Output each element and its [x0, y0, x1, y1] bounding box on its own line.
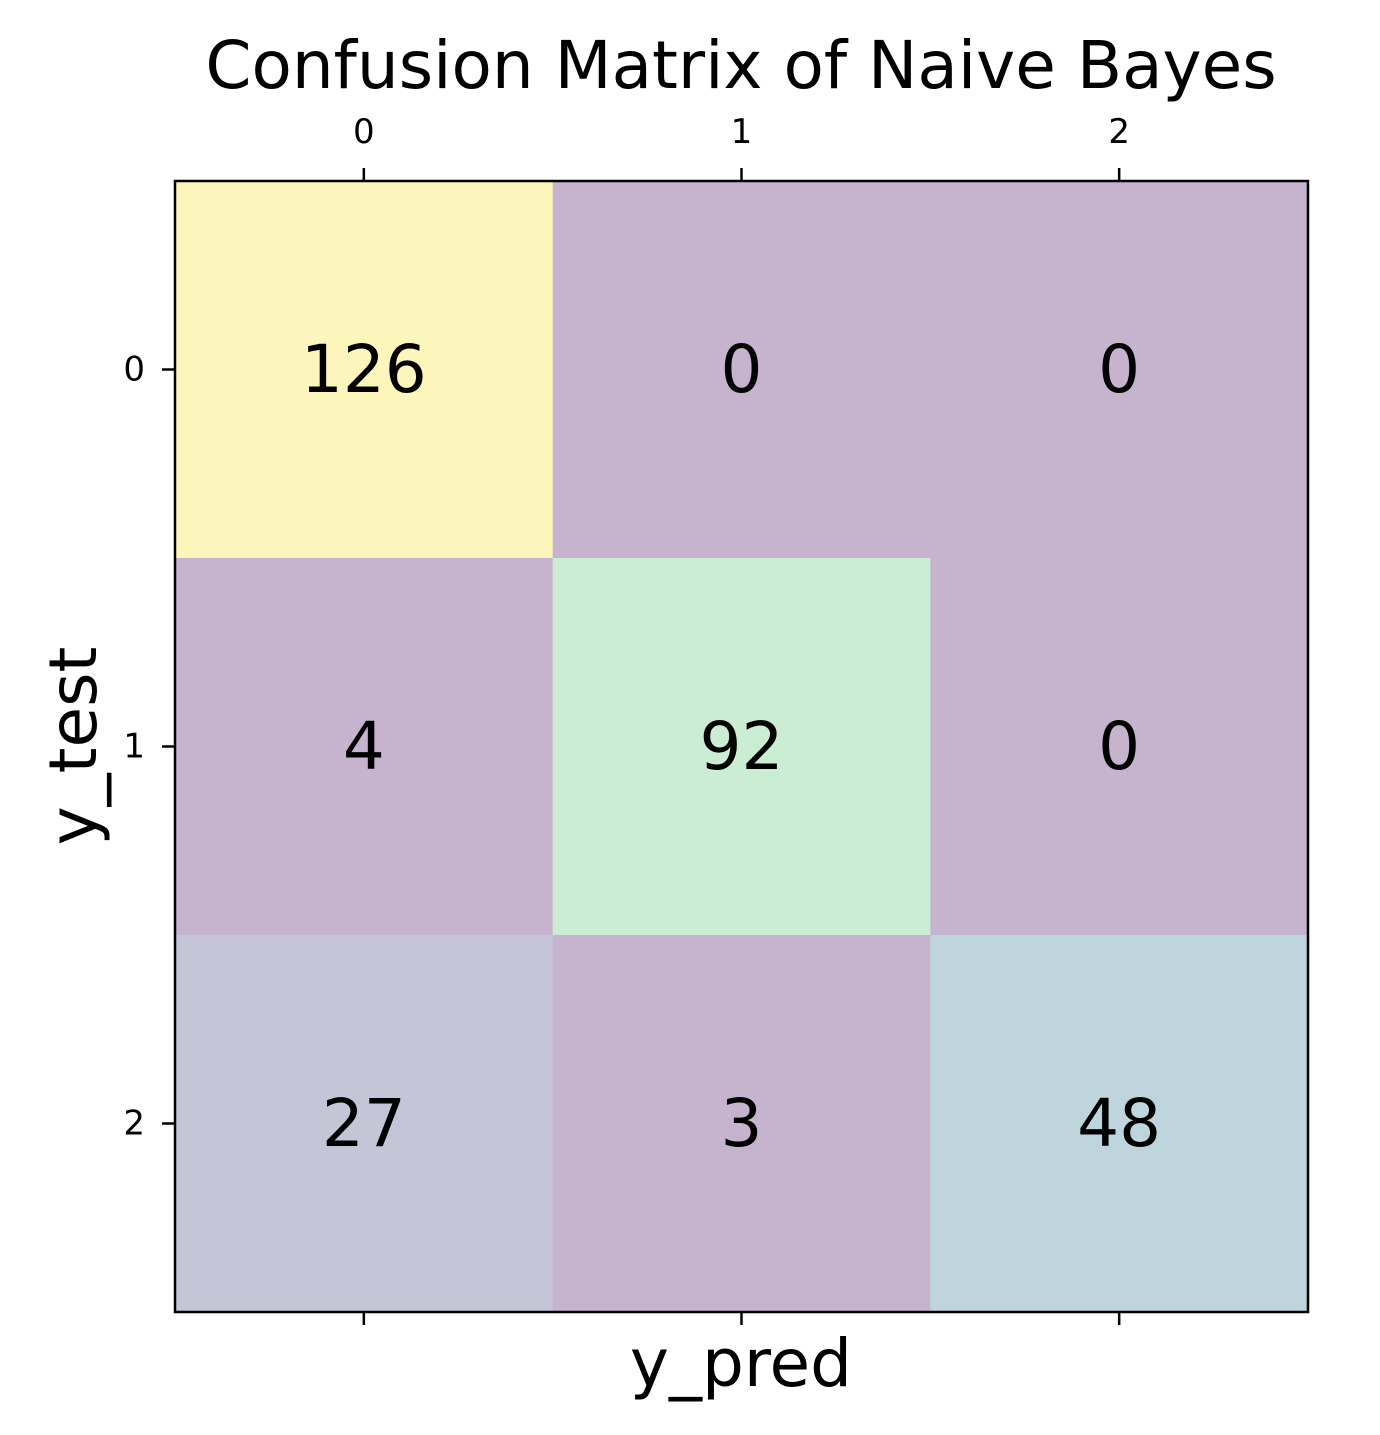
cell-value-label: 4 [343, 708, 385, 785]
matrix-cell [930, 558, 1309, 936]
cell-value-label: 126 [301, 331, 427, 408]
cell-value-label: 27 [322, 1085, 406, 1162]
matrix-cells: 126 0 0 4 92 0 27 3 48 [175, 181, 1309, 1313]
matrix-cell [930, 935, 1309, 1313]
cell-value-label: 0 [1098, 331, 1140, 408]
matrix-cell [175, 935, 554, 1313]
y-tick-label: 0 [123, 350, 145, 390]
y-tick-label: 2 [123, 1104, 145, 1144]
x-tick-label: 0 [353, 112, 375, 152]
axis-ticks: 0 1 2 0 1 2 [123, 112, 1130, 1325]
cell-value-label: 3 [721, 1085, 763, 1162]
matrix-cell [552, 181, 931, 559]
cell-value-label: 0 [721, 331, 763, 408]
x-axis-label: y_pred [630, 1325, 852, 1402]
cell-value-label: 0 [1098, 708, 1140, 785]
chart-title: Confusion Matrix of Naive Bayes [205, 27, 1276, 104]
matrix-cell [930, 181, 1309, 559]
y-axis-label: y_test [35, 647, 112, 846]
matrix-cell [175, 558, 554, 936]
cell-value-label: 92 [700, 708, 784, 785]
matrix-cell [552, 935, 931, 1313]
cell-value-label: 48 [1077, 1085, 1161, 1162]
matrix-cell [552, 558, 931, 936]
x-tick-label: 2 [1108, 112, 1130, 152]
matrix-cell [175, 181, 554, 559]
x-tick-label: 1 [731, 112, 753, 152]
y-tick-label: 1 [123, 727, 145, 767]
